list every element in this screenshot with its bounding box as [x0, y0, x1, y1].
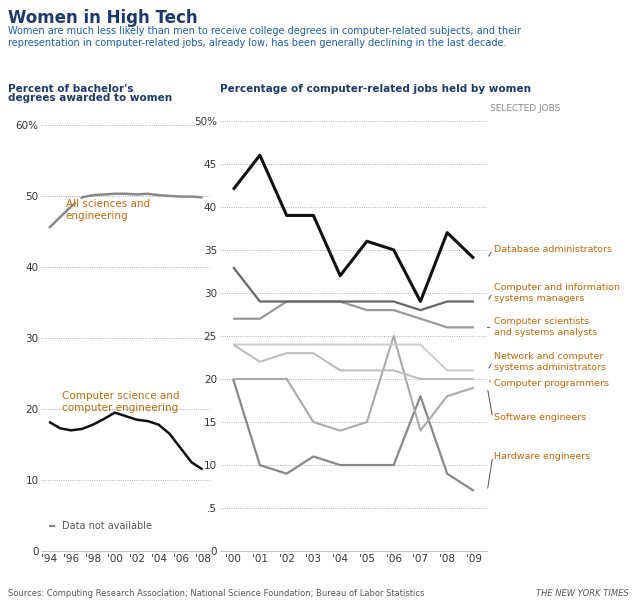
- Text: THE NEW YORK TIMES: THE NEW YORK TIMES: [536, 589, 629, 598]
- Text: degrees awarded to women: degrees awarded to women: [8, 93, 173, 103]
- Text: Percentage of computer-related jobs held by women: Percentage of computer-related jobs held…: [220, 84, 531, 94]
- Text: Percent of bachelor's: Percent of bachelor's: [8, 84, 134, 94]
- Text: Women are much less likely than men to receive college degrees in computer-relat: Women are much less likely than men to r…: [8, 26, 521, 48]
- Text: Database administrators: Database administrators: [494, 245, 612, 255]
- Text: Sources: Computing Research Association; National Science Foundation; Bureau of : Sources: Computing Research Association;…: [8, 589, 425, 598]
- Text: All sciences and
engineering: All sciences and engineering: [66, 199, 150, 221]
- Text: Computer science and
computer engineering: Computer science and computer engineerin…: [62, 392, 180, 413]
- Text: Computer scientists
and systems analysts: Computer scientists and systems analysts: [494, 317, 597, 337]
- Text: Data not available: Data not available: [62, 521, 152, 531]
- Text: Software engineers: Software engineers: [494, 414, 586, 422]
- Text: Hardware engineers: Hardware engineers: [494, 452, 590, 461]
- Text: Women in High Tech: Women in High Tech: [8, 9, 198, 27]
- Text: Network and computer
systems administrators: Network and computer systems administrat…: [494, 352, 606, 372]
- Text: Computer and information
systems managers: Computer and information systems manager…: [494, 283, 620, 303]
- Text: SELECTED JOBS: SELECTED JOBS: [490, 104, 561, 113]
- Text: Computer programmers: Computer programmers: [494, 379, 609, 388]
